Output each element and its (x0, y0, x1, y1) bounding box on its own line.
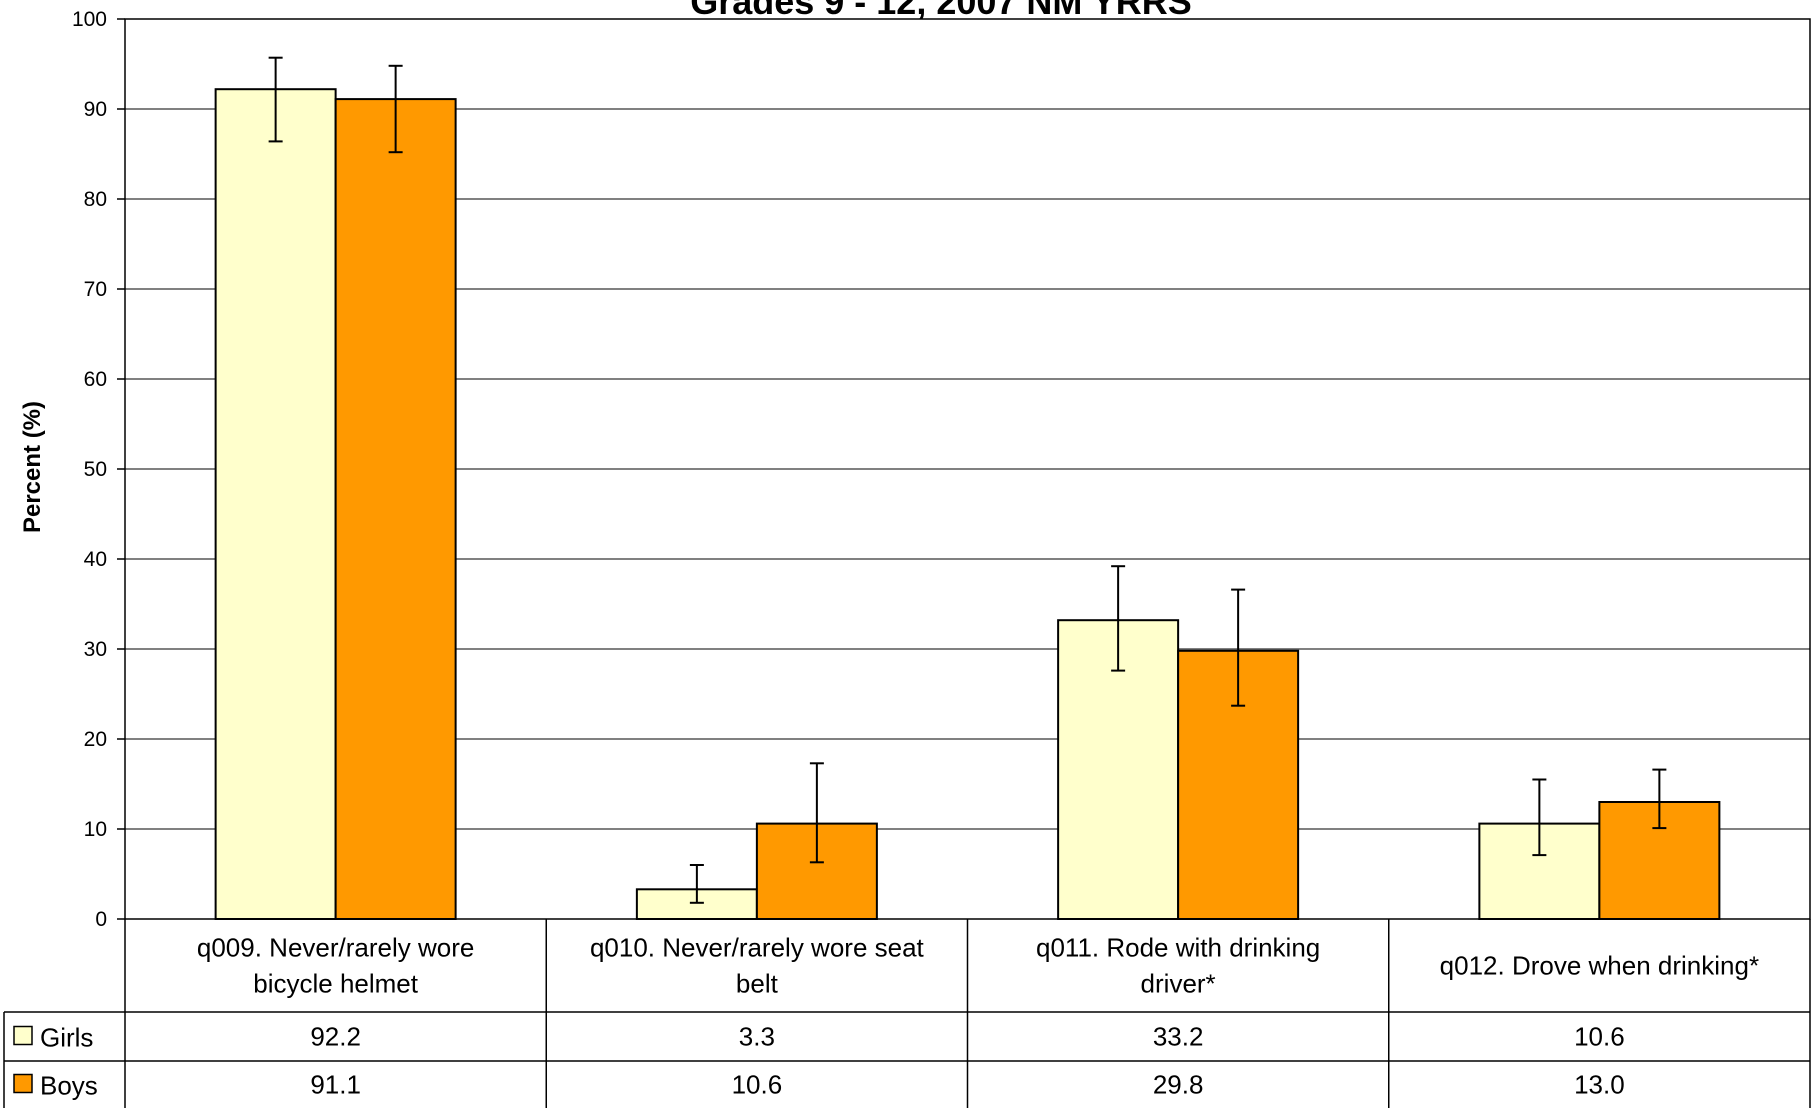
y-tick-label: 20 (84, 728, 107, 751)
table-value: 3.3 (739, 1022, 775, 1052)
table-value: 92.2 (310, 1022, 361, 1052)
bar-girls (214, 88, 337, 920)
legend-key-girls (13, 1025, 33, 1046)
category-label: q012. Drove when drinking* (1440, 951, 1759, 981)
legend-label-girls: Girls (40, 1023, 93, 1053)
chart-title: Grades 9 - 12, 2007 NM YRRS (690, 0, 1192, 22)
bars (214, 88, 1721, 921)
table-value: 13.0 (1574, 1070, 1625, 1100)
bar-boys (334, 98, 457, 921)
category-label: q011. Rode with drinking (1036, 933, 1320, 963)
y-tick-label: 40 (84, 548, 107, 571)
y-tick-label: 0 (95, 908, 107, 931)
category-label: belt (736, 969, 779, 999)
y-tick-label: 100 (72, 8, 107, 31)
y-tick-label: 60 (84, 368, 107, 391)
y-tick-label: 80 (84, 188, 107, 211)
y-tick-label: 10 (84, 818, 107, 841)
table-value: 10.6 (1574, 1022, 1625, 1052)
data-table: q009. Never/rarely wore bicycle helmet q01… (3, 919, 1811, 1108)
y-tick-label: 50 (84, 458, 107, 481)
category-label: q009. Never/rarely wore (197, 933, 474, 963)
table-value: 29.8 (1153, 1070, 1204, 1100)
y-tick-label: 30 (84, 638, 107, 661)
table-value: 10.6 (732, 1070, 783, 1100)
table-value: 91.1 (310, 1070, 361, 1100)
table-value: 33.2 (1153, 1022, 1204, 1052)
error-bars (268, 56, 1667, 904)
category-label: q010. Never/rarely wore seat (590, 933, 925, 963)
category-label: bicycle helmet (253, 969, 419, 999)
y-tick-label: 90 (84, 98, 107, 121)
y-tick-label: 70 (84, 278, 107, 301)
y-axis-label: Percent (%) (19, 401, 46, 533)
category-label: driver* (1141, 969, 1216, 999)
legend-key-boys (13, 1073, 33, 1094)
legend-label-boys: Boys (40, 1071, 98, 1101)
